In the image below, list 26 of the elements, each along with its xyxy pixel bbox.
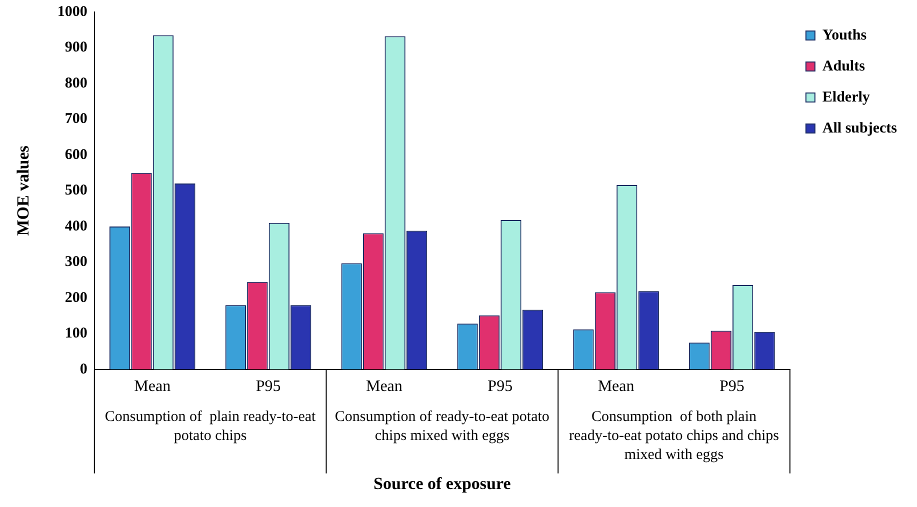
y-tick-label: 1000	[57, 4, 88, 20]
y-tick-label: 300	[64, 254, 88, 270]
text: Consumption of plain ready-to-eat potato chips	[104, 408, 317, 444]
x-tick-label: Mean	[598, 378, 634, 396]
legend-label: Adults	[822, 58, 866, 74]
x-tick-label: P95	[488, 378, 513, 396]
y-tick-label: 700	[64, 111, 88, 128]
x-tick-label: P95	[256, 378, 281, 396]
y-tick-label: 500	[64, 182, 88, 199]
x-tick-label: P95	[720, 378, 744, 396]
y-tick-label: 800	[64, 75, 88, 92]
text: Consumption of both plain ready-to-eat potato chips and chips mixed with eggs	[569, 408, 780, 463]
y-tick-label: 100	[64, 326, 88, 342]
legend-label: All subjects	[822, 120, 898, 136]
y-tick-label: 0	[80, 361, 88, 378]
y-axis-title: MOE values	[14, 145, 33, 236]
y-tick-label: 400	[64, 218, 88, 234]
x-tick-label: Mean	[366, 378, 402, 396]
legend-label: Youths	[822, 27, 867, 44]
x-tick-label: Mean	[134, 378, 171, 396]
text: Consumption of ready-to-eat potato chips mixed with eggs	[334, 408, 550, 444]
y-tick-label: 900	[64, 40, 88, 56]
y-tick-label: 600	[64, 146, 88, 163]
legend-label: Elderly	[822, 89, 870, 106]
y-tick-label: 200	[64, 290, 88, 306]
x-axis-title: Source of exposure	[374, 474, 512, 494]
